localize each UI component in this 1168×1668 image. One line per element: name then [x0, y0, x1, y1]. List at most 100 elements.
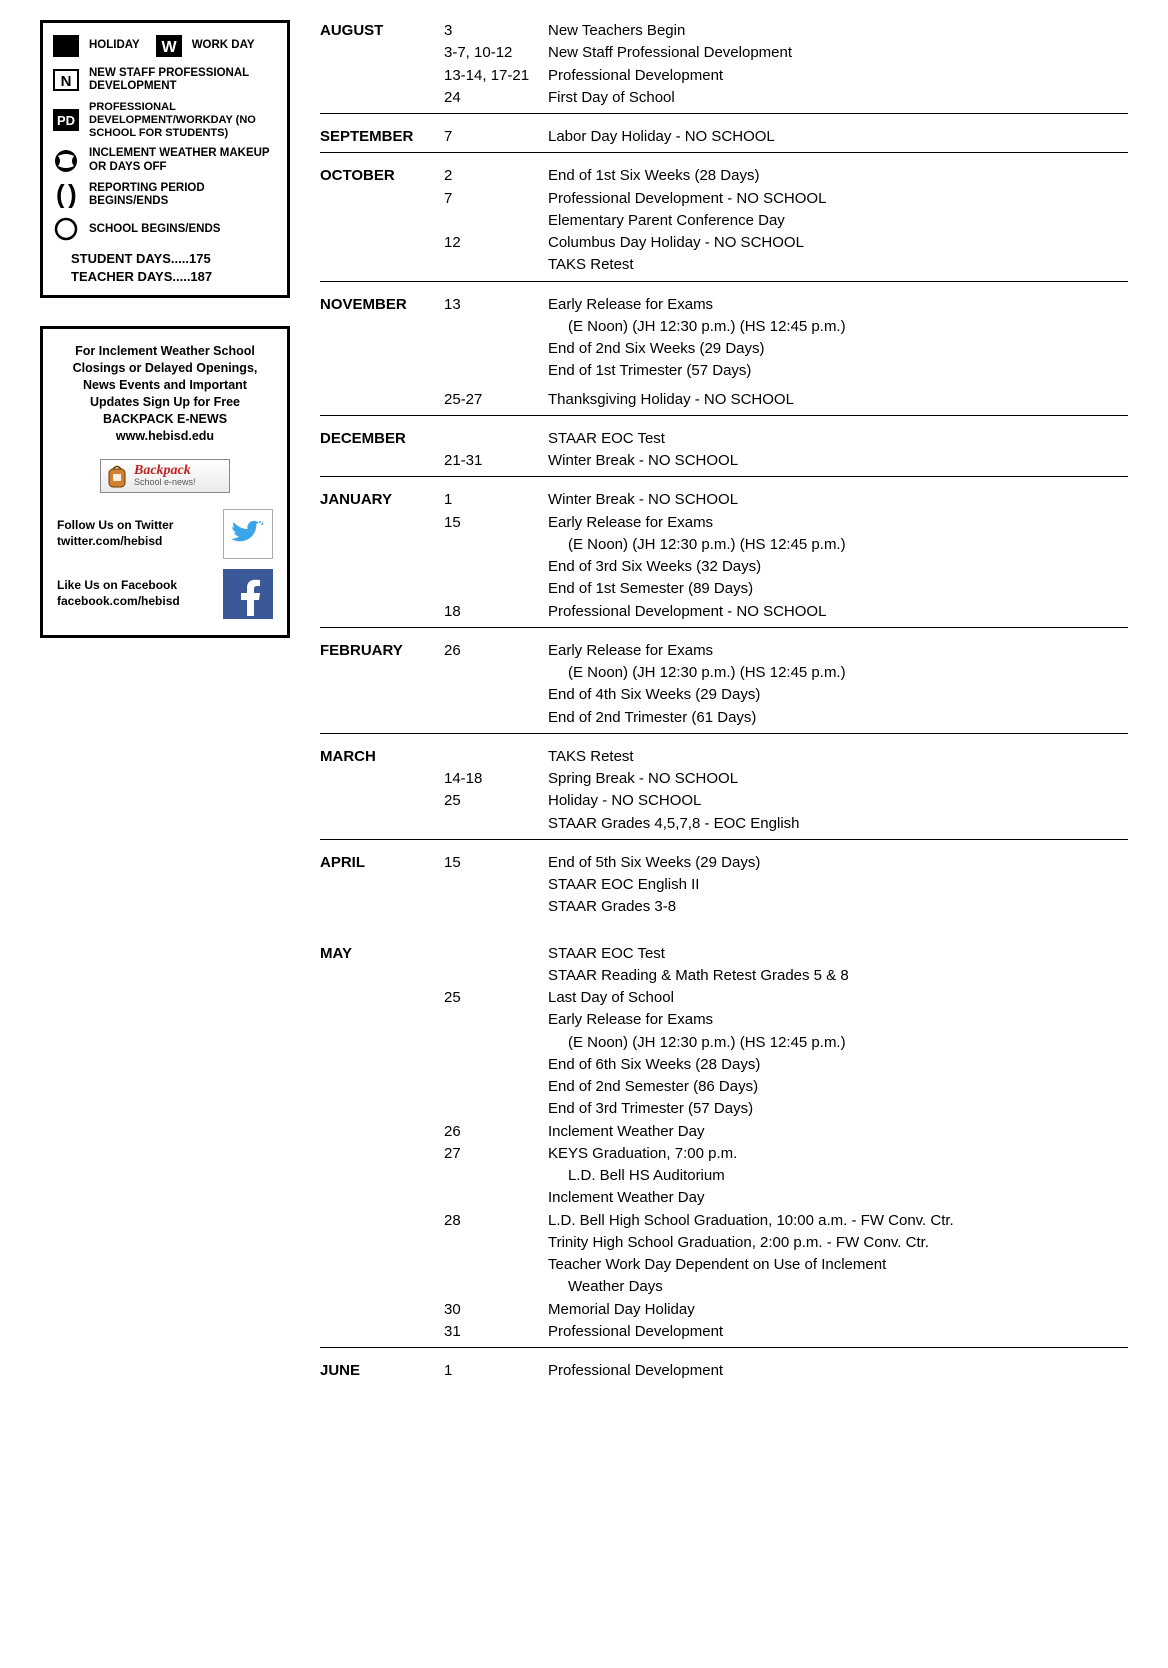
month-name — [320, 896, 440, 918]
date-cell: 25 — [444, 987, 544, 1009]
legend-label: WORK DAY — [192, 39, 255, 52]
desc-cell: KEYS Graduation, 7:00 p.m. — [548, 1143, 1128, 1165]
month-name — [320, 813, 440, 835]
desc-cell: Trinity High School Graduation, 2:00 p.m… — [548, 1232, 1128, 1254]
desc-cell: (E Noon) (JH 12:30 p.m.) (HS 12:45 p.m.) — [548, 662, 1128, 684]
desc-cell: STAAR EOC English II — [548, 874, 1128, 896]
month-block: APRIL15End of 5th Six Weeks (29 Days)STA… — [320, 852, 1128, 937]
month-name — [320, 210, 440, 232]
date-cell — [444, 1076, 544, 1098]
desc-cell: Winter Break - NO SCHOOL — [548, 489, 1128, 511]
twitter-icon — [223, 509, 273, 559]
month-name: NOVEMBER — [320, 294, 440, 316]
legend-row: PD PROFESSIONAL DEVELOPMENT/WORKDAY (NO … — [51, 101, 279, 139]
date-cell: 15 — [444, 852, 544, 874]
legend-row: HOLIDAY W WORK DAY — [51, 33, 279, 59]
month-block: MAYSTAAR EOC TestSTAAR Reading & Math Re… — [320, 943, 1128, 1349]
month-name — [320, 578, 440, 600]
date-cell: 14-18 — [444, 768, 544, 790]
date-cell: 3-7, 10-12 — [444, 42, 544, 64]
legend-label: NEW STAFF PROFESSIONAL DEVELOPMENT — [89, 67, 279, 93]
date-cell: 27 — [444, 1143, 544, 1165]
month-name — [320, 450, 440, 472]
svg-text:PD: PD — [57, 113, 75, 128]
month-block: OCTOBER2End of 1st Six Weeks (28 Days)7P… — [320, 165, 1128, 281]
date-cell — [444, 874, 544, 896]
facebook-text: Like Us on Facebook facebook.com/hebisd — [57, 578, 180, 609]
twitter-label: Follow Us on Twitter — [57, 518, 173, 534]
month-grid: DECEMBERSTAAR EOC Test21-31Winter Break … — [320, 428, 1128, 473]
desc-cell: New Teachers Begin — [548, 20, 1128, 42]
date-cell: 1 — [444, 1360, 544, 1382]
month-name — [320, 1143, 440, 1165]
month-grid: NOVEMBER13Early Release for Exams(E Noon… — [320, 294, 1128, 411]
rule — [320, 839, 1128, 840]
month-name — [320, 1232, 440, 1254]
date-cell — [444, 746, 544, 768]
rule — [320, 113, 1128, 114]
month-name: AUGUST — [320, 20, 440, 42]
newstaff-icon: N — [51, 67, 81, 93]
month-name — [320, 684, 440, 706]
legend-label: SCHOOL BEGINS/ENDS — [89, 223, 220, 236]
circle-icon — [51, 216, 81, 242]
desc-cell: Teacher Work Day Dependent on Use of Inc… — [548, 1254, 1128, 1276]
desc-cell: End of 1st Trimester (57 Days) — [548, 360, 1128, 382]
date-cell: 18 — [444, 601, 544, 623]
month-name: SEPTEMBER — [320, 126, 440, 148]
date-cell — [444, 428, 544, 450]
month-grid: AUGUST3New Teachers Begin3-7, 10-12New S… — [320, 20, 1128, 109]
month-block: DECEMBERSTAAR EOC Test21-31Winter Break … — [320, 428, 1128, 478]
month-name: JANUARY — [320, 489, 440, 511]
facebook-handle: facebook.com/hebisd — [57, 594, 180, 610]
pd-icon: PD — [51, 107, 81, 133]
legend-label: INCLEMENT WEATHER MAKEUP OR DAYS OFF — [89, 147, 279, 173]
desc-cell: Labor Day Holiday - NO SCHOOL — [548, 126, 1128, 148]
month-name — [320, 1098, 440, 1120]
page: HOLIDAY W WORK DAY N NEW STAFF PROFESSIO… — [40, 20, 1128, 1406]
rule — [320, 627, 1128, 628]
desc-cell: End of 2nd Semester (86 Days) — [548, 1076, 1128, 1098]
month-block: MARCHTAKS Retest14-18Spring Break - NO S… — [320, 746, 1128, 840]
schedule: AUGUST3New Teachers Begin3-7, 10-12New S… — [320, 20, 1128, 1406]
month-grid: JANUARY1Winter Break - NO SCHOOL15Early … — [320, 489, 1128, 623]
svg-text:W: W — [161, 39, 177, 56]
date-cell — [444, 210, 544, 232]
month-name — [320, 42, 440, 64]
date-cell — [444, 1232, 544, 1254]
date-cell — [444, 534, 544, 556]
legend-row: SCHOOL BEGINS/ENDS — [51, 216, 279, 242]
rule — [320, 415, 1128, 416]
date-cell — [444, 1165, 544, 1187]
month-name — [320, 965, 440, 987]
desc-cell: New Staff Professional Development — [548, 42, 1128, 64]
month-name — [320, 389, 440, 411]
month-name — [320, 1276, 440, 1298]
desc-cell: Professional Development - NO SCHOOL — [548, 188, 1128, 210]
month-block: NOVEMBER13Early Release for Exams(E Noon… — [320, 294, 1128, 416]
info-line3: www.hebisd.edu — [116, 429, 214, 443]
month-name — [320, 512, 440, 534]
date-cell: 7 — [444, 126, 544, 148]
legend-row: INCLEMENT WEATHER MAKEUP OR DAYS OFF — [51, 147, 279, 173]
date-cell — [444, 338, 544, 360]
month-name — [320, 1032, 440, 1054]
month-name — [320, 1210, 440, 1232]
date-cell — [444, 662, 544, 684]
month-name — [320, 1299, 440, 1321]
desc-cell: Early Release for Exams — [548, 512, 1128, 534]
date-cell: 15 — [444, 512, 544, 534]
backpack-sub: School e-news! — [134, 478, 196, 487]
month-name — [320, 87, 440, 109]
month-name — [320, 874, 440, 896]
desc-cell: End of 3rd Trimester (57 Days) — [548, 1098, 1128, 1120]
month-block: AUGUST3New Teachers Begin3-7, 10-12New S… — [320, 20, 1128, 114]
date-cell — [444, 1032, 544, 1054]
desc-cell: Elementary Parent Conference Day — [548, 210, 1128, 232]
info-line2: BACKPACK E-NEWS — [103, 412, 227, 426]
month-grid: MAYSTAAR EOC TestSTAAR Reading & Math Re… — [320, 943, 1128, 1344]
date-cell — [444, 578, 544, 600]
date-cell: 28 — [444, 1210, 544, 1232]
month-name: OCTOBER — [320, 165, 440, 187]
desc-cell: First Day of School — [548, 87, 1128, 109]
